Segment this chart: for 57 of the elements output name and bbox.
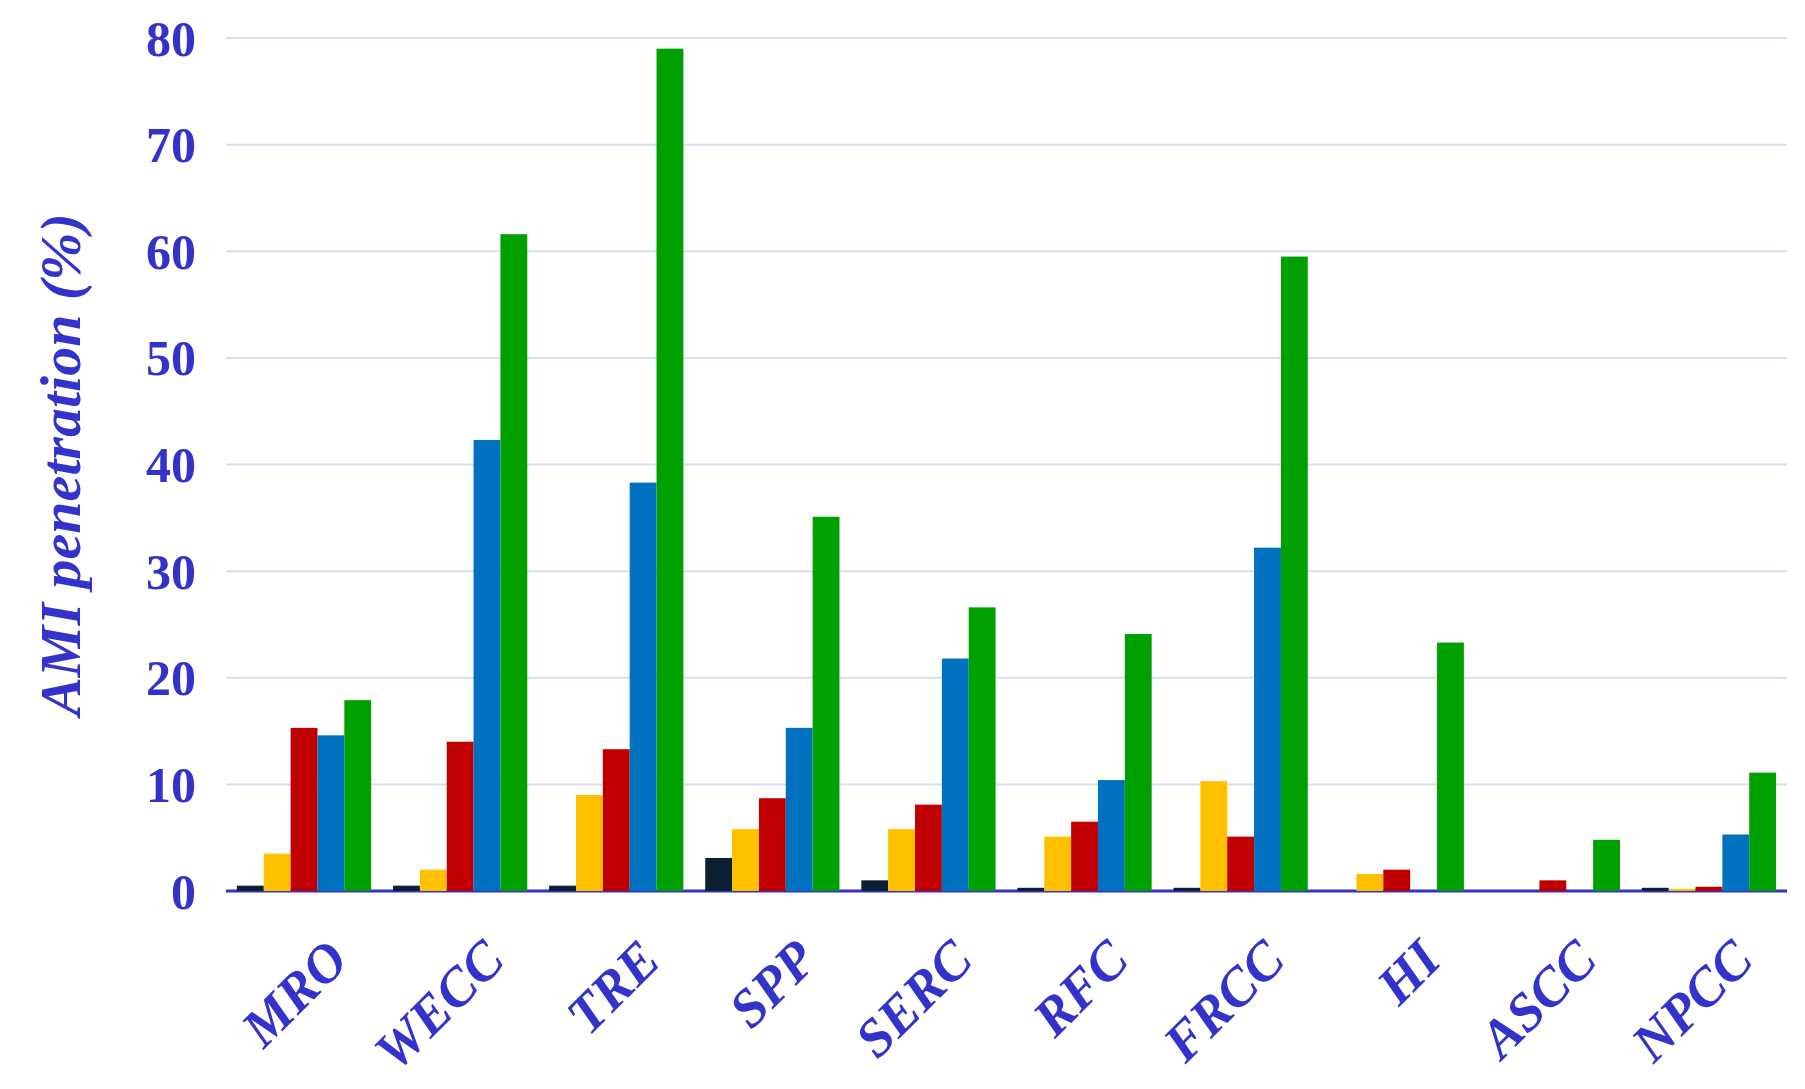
y-tick-label: 80 bbox=[146, 10, 196, 67]
bar bbox=[1539, 880, 1567, 891]
bar bbox=[1641, 887, 1669, 891]
bar bbox=[629, 482, 657, 891]
y-tick-label: 50 bbox=[146, 330, 196, 387]
y-tick-label: 30 bbox=[146, 543, 196, 600]
bar bbox=[861, 880, 889, 891]
bar bbox=[1200, 781, 1228, 891]
y-tick-label: 20 bbox=[146, 650, 196, 707]
bar bbox=[317, 735, 345, 891]
bar bbox=[812, 516, 840, 891]
bar bbox=[473, 439, 501, 891]
bar bbox=[1280, 256, 1308, 891]
bar bbox=[1124, 634, 1152, 891]
bar bbox=[1097, 780, 1125, 891]
bar bbox=[575, 795, 603, 891]
y-tick-label: 60 bbox=[146, 223, 196, 280]
y-axis-title: AMI penetration (%) bbox=[28, 213, 93, 719]
bar bbox=[446, 741, 474, 891]
bar bbox=[1437, 642, 1464, 891]
bar bbox=[785, 727, 813, 891]
bar bbox=[915, 804, 942, 891]
bar bbox=[1044, 836, 1072, 891]
bar bbox=[1722, 834, 1750, 891]
x-tick-label: HI bbox=[1364, 927, 1454, 1017]
bar bbox=[1593, 839, 1620, 891]
bar bbox=[732, 829, 759, 891]
bar bbox=[968, 607, 996, 891]
y-tick-label: 40 bbox=[146, 437, 196, 493]
x-tick-label: SPP bbox=[717, 928, 829, 1040]
bar bbox=[1383, 869, 1411, 891]
bar bbox=[1071, 821, 1098, 891]
bar bbox=[236, 885, 264, 891]
bar bbox=[941, 658, 969, 891]
bar bbox=[1668, 888, 1696, 891]
bar bbox=[1254, 547, 1281, 891]
bar bbox=[758, 798, 786, 891]
bar bbox=[1227, 836, 1255, 891]
bar bbox=[393, 885, 420, 891]
bar bbox=[419, 869, 447, 891]
bar bbox=[1356, 873, 1384, 891]
bar bbox=[1695, 886, 1723, 891]
bar bbox=[344, 700, 372, 891]
bar bbox=[656, 48, 684, 891]
bar bbox=[602, 749, 630, 891]
bar bbox=[500, 234, 528, 891]
y-tick-label: 0 bbox=[171, 863, 196, 920]
bar bbox=[888, 829, 916, 891]
bar bbox=[263, 853, 291, 891]
y-tick-label: 70 bbox=[146, 117, 196, 174]
y-tick-label: 10 bbox=[146, 756, 196, 813]
bar bbox=[705, 857, 733, 891]
bar bbox=[1017, 887, 1045, 891]
bar bbox=[1749, 772, 1777, 891]
bar bbox=[290, 727, 318, 891]
bar bbox=[549, 885, 576, 891]
bar bbox=[1173, 887, 1201, 891]
